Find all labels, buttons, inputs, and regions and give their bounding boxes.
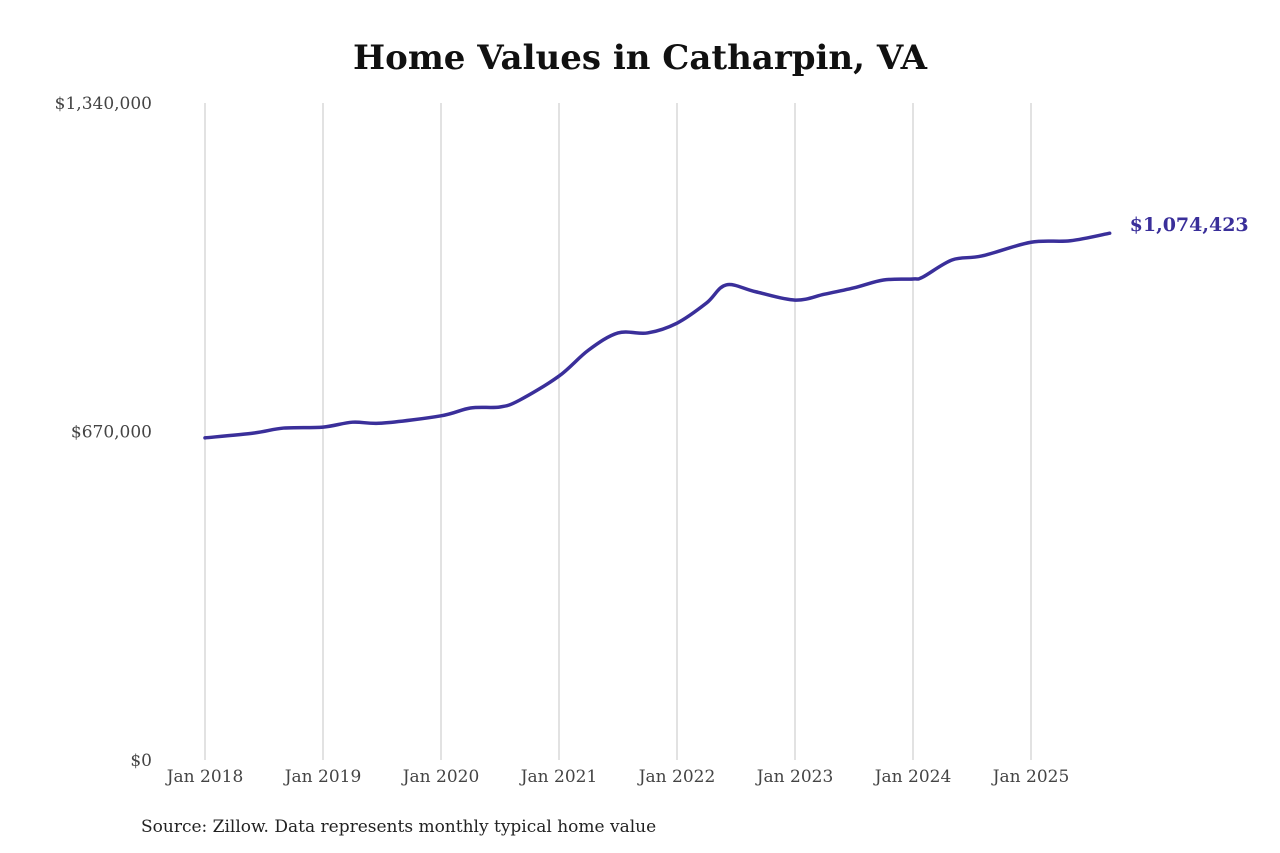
y-tick-label: $0 (130, 751, 152, 771)
x-tick-label: Jan 2025 (991, 767, 1070, 787)
y-tick-label: $1,340,000 (55, 94, 152, 114)
x-tick-label: Jan 2024 (873, 767, 952, 787)
x-tick-label: Jan 2018 (165, 767, 244, 787)
home-value-line (203, 231, 1112, 440)
x-tick-label: Jan 2021 (519, 767, 598, 787)
chart-title: Home Values in Catharpin, VA (353, 38, 927, 78)
x-tick-label: Jan 2020 (401, 767, 480, 787)
y-tick-label: $670,000 (71, 423, 152, 443)
end-value-label: $1,074,423 (1130, 214, 1249, 236)
x-tick-label: Jan 2019 (283, 767, 362, 787)
source-note: Source: Zillow. Data represents monthly … (141, 817, 657, 837)
x-tick-label: Jan 2022 (637, 767, 716, 787)
x-tick-label: Jan 2023 (755, 767, 834, 787)
